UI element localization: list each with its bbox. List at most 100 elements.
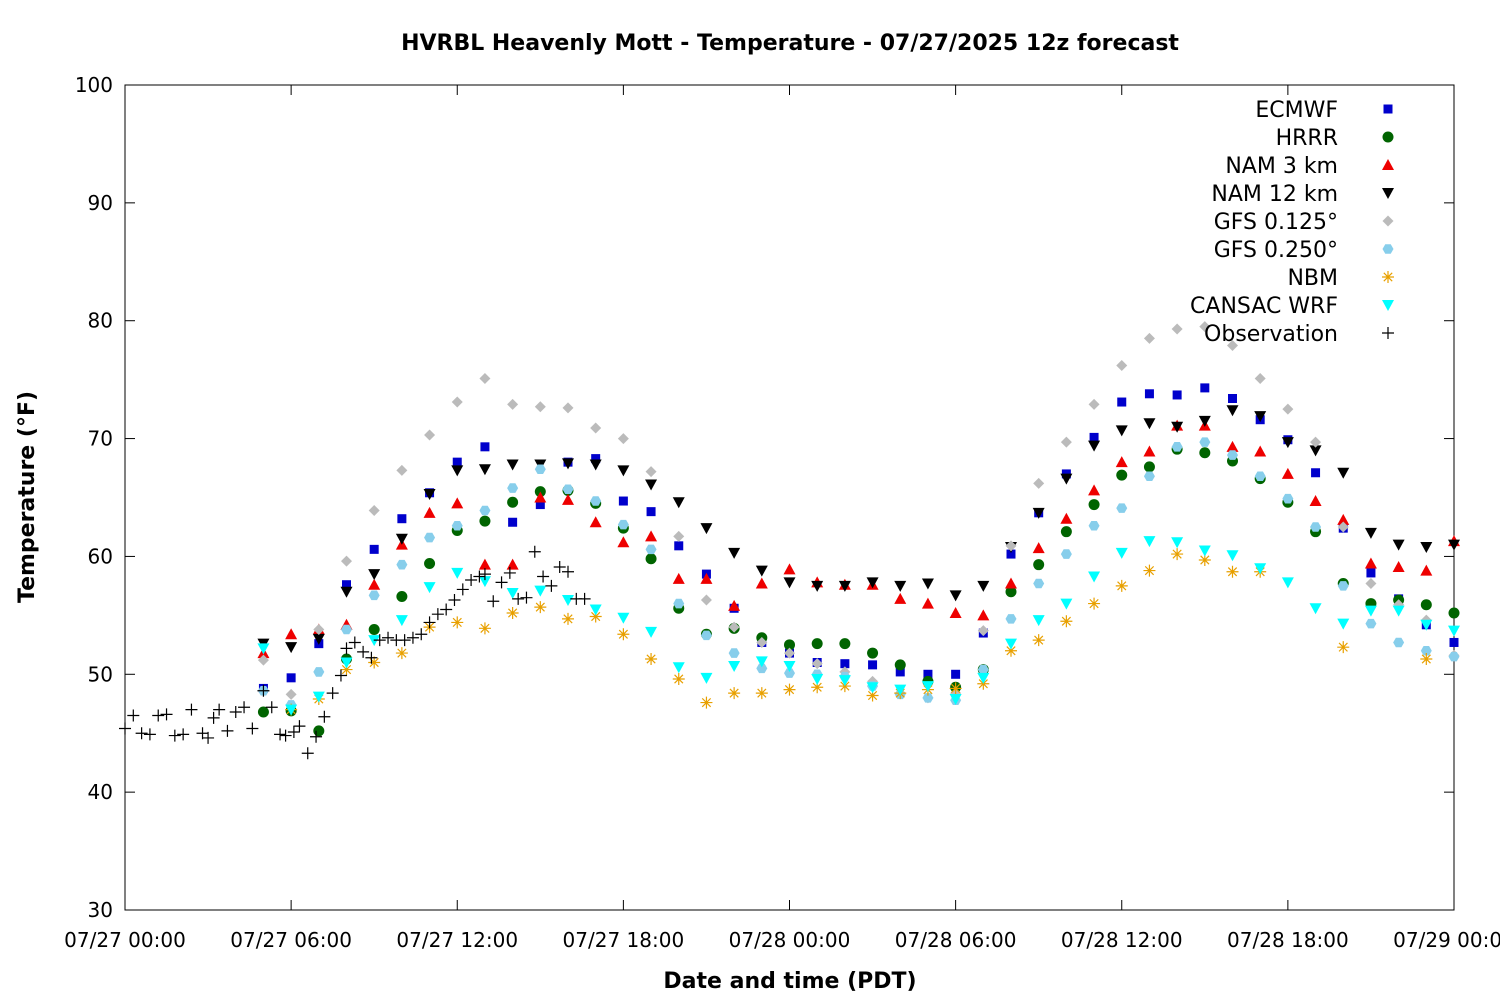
legend-marker <box>1382 131 1394 143</box>
data-point <box>313 667 325 677</box>
data-point <box>1310 522 1322 532</box>
data-point <box>1005 540 1017 552</box>
data-point <box>562 493 574 505</box>
data-point <box>1364 527 1377 539</box>
data-point <box>553 561 566 574</box>
data-point <box>1171 442 1183 452</box>
data-point <box>1364 557 1377 569</box>
data-point <box>728 621 740 633</box>
data-point <box>1254 372 1266 384</box>
data-point <box>728 661 741 673</box>
data-point <box>1005 577 1017 589</box>
data-point <box>589 604 602 616</box>
data-point <box>811 658 823 670</box>
data-point <box>1088 571 1101 583</box>
data-point <box>424 558 436 569</box>
data-point <box>1226 565 1239 578</box>
data-point <box>451 567 464 579</box>
data-point <box>312 633 325 645</box>
x-tick-label: 07/27 12:00 <box>396 928 518 952</box>
data-point <box>578 592 591 605</box>
data-point <box>512 592 525 605</box>
data-point <box>506 607 519 619</box>
y-tick-label: 60 <box>88 544 113 568</box>
data-point <box>894 684 907 696</box>
data-point <box>312 691 325 703</box>
data-point <box>840 659 850 669</box>
data-point <box>1060 549 1072 559</box>
data-point <box>894 659 906 671</box>
data-point <box>1032 507 1045 519</box>
data-point <box>396 591 408 602</box>
data-point <box>535 500 545 510</box>
data-point <box>382 631 395 644</box>
data-point <box>590 496 602 506</box>
legend-marker <box>1382 300 1394 311</box>
data-point <box>487 595 500 608</box>
x-tick-label: 07/28 00:00 <box>729 928 851 952</box>
data-point <box>528 545 541 558</box>
data-point <box>395 615 408 627</box>
data-point <box>451 616 464 629</box>
data-point <box>645 553 657 565</box>
data-point <box>135 727 148 740</box>
data-point <box>1198 545 1211 557</box>
data-point <box>645 466 657 478</box>
data-point <box>537 570 550 583</box>
data-point <box>342 580 351 590</box>
data-point <box>1448 539 1460 551</box>
data-point <box>202 731 215 744</box>
data-point <box>465 574 478 586</box>
legend-label: GFS 0.250° <box>1214 238 1338 263</box>
data-point <box>645 479 658 491</box>
data-point <box>1282 493 1294 504</box>
data-point <box>1171 548 1184 561</box>
legend: ECMWF HRRR NAM 3 km NAM 12 km GFS 0.125° GFS … <box>1190 98 1394 347</box>
data-point <box>839 638 851 650</box>
data-point <box>152 709 165 722</box>
data-point <box>257 654 269 666</box>
data-point <box>368 578 381 590</box>
data-point <box>811 638 823 650</box>
data-point <box>1005 644 1017 657</box>
data-point <box>1254 445 1267 457</box>
data-point <box>1032 634 1045 647</box>
data-point <box>562 402 574 414</box>
x-tick-label: 07/27 06:00 <box>230 928 352 952</box>
data-point <box>1392 605 1405 617</box>
data-point <box>1282 403 1294 415</box>
legend-label: GFS 0.125° <box>1214 210 1338 235</box>
data-point <box>1005 614 1017 624</box>
data-point <box>423 506 436 518</box>
data-point <box>1088 484 1101 496</box>
data-point <box>1448 625 1460 637</box>
data-point <box>503 566 516 579</box>
data-point <box>368 656 381 669</box>
data-point <box>838 580 851 592</box>
data-point <box>1199 321 1211 333</box>
data-point <box>589 610 602 623</box>
data-point <box>143 728 156 741</box>
data-point <box>480 442 490 452</box>
legend-label: ECMWF <box>1255 98 1338 123</box>
data-point <box>424 429 436 441</box>
legend-marker <box>1382 244 1394 254</box>
data-point <box>451 497 464 509</box>
series-4 <box>257 321 1460 704</box>
data-point <box>213 703 226 716</box>
data-point <box>645 652 658 665</box>
data-point <box>340 663 353 676</box>
data-point <box>674 541 684 551</box>
legend-marker <box>1382 159 1394 170</box>
data-point <box>397 514 407 524</box>
data-point <box>811 674 824 685</box>
data-point <box>285 704 298 716</box>
data-point <box>341 624 352 635</box>
y-tick-label: 70 <box>88 427 113 451</box>
data-point <box>313 725 325 737</box>
data-point <box>590 422 602 434</box>
x-tick-label: 07/29 00:00 <box>1393 928 1500 952</box>
data-point <box>562 612 574 625</box>
data-point <box>119 722 131 735</box>
